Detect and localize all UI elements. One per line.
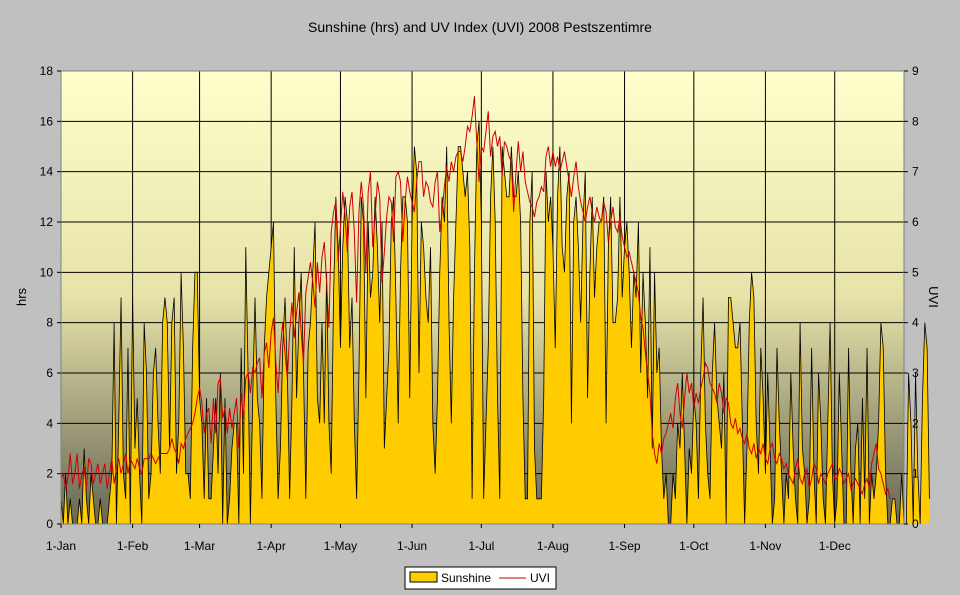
uvi-series xyxy=(60,96,891,499)
x-tick-label: 1-Jun xyxy=(397,539,427,553)
y-tick-label-left: 0 xyxy=(46,517,53,531)
sunshine-outline xyxy=(60,121,930,525)
y-tick-label-right: 9 xyxy=(912,64,919,78)
y-tick-label-right: 8 xyxy=(912,114,919,128)
y-axis-label-left: hrs xyxy=(14,287,29,306)
y-axis-label-right: UVI xyxy=(926,286,941,308)
x-tick-label: 1-Dec xyxy=(819,539,851,553)
y-tick-label-right: 7 xyxy=(912,165,919,179)
x-tick-label: 1-Aug xyxy=(537,539,569,553)
y-tick-label-left: 14 xyxy=(40,165,54,179)
plot-border xyxy=(60,70,905,525)
sunshine-series xyxy=(60,121,930,525)
y-tick-label-left: 8 xyxy=(46,316,53,330)
legend: Sunshine UVI xyxy=(404,566,557,590)
x-tick-label: 1-Jul xyxy=(468,539,494,553)
y-tick-label-right: 6 xyxy=(912,215,919,229)
x-tick-label: 1-Mar xyxy=(184,539,215,553)
y-tick-label-right: 4 xyxy=(912,316,919,330)
x-tick-label: 1-Nov xyxy=(749,539,781,553)
y-tick-label-right: 2 xyxy=(912,416,919,430)
x-tick-label: 1-May xyxy=(324,539,357,553)
legend-label-sunshine: Sunshine xyxy=(441,571,491,585)
y-tick-label-left: 18 xyxy=(40,64,54,78)
y-tick-label-left: 2 xyxy=(46,467,53,481)
x-tick-label: 1-Sep xyxy=(609,539,641,553)
y-tick-label-left: 12 xyxy=(40,215,54,229)
legend-box xyxy=(404,566,557,590)
legend-label-uvi: UVI xyxy=(530,571,550,585)
uvi-line xyxy=(60,96,891,499)
y-tick-label-left: 16 xyxy=(40,114,54,128)
chart-title: Sunshine (hrs) and UV Index (UVI) 2008 P… xyxy=(308,19,652,35)
y-tick-label-right: 1 xyxy=(912,467,919,481)
y-tick-label-left: 10 xyxy=(40,265,54,279)
y-tick-label-right: 3 xyxy=(912,366,919,380)
legend-swatch-sunshine xyxy=(409,571,438,583)
sunshine-area xyxy=(61,121,930,524)
y-tick-label-left: 4 xyxy=(46,416,53,430)
y-tick-label-right: 5 xyxy=(912,265,919,279)
x-tick-label: 1-Feb xyxy=(117,539,149,553)
x-tick-label: 1-Apr xyxy=(257,539,286,553)
y-tick-label-left: 6 xyxy=(46,366,53,380)
x-tick-label: 1-Oct xyxy=(679,539,709,553)
x-tick-label: 1-Jan xyxy=(46,539,76,553)
y-tick-label-right: 0 xyxy=(912,517,919,531)
